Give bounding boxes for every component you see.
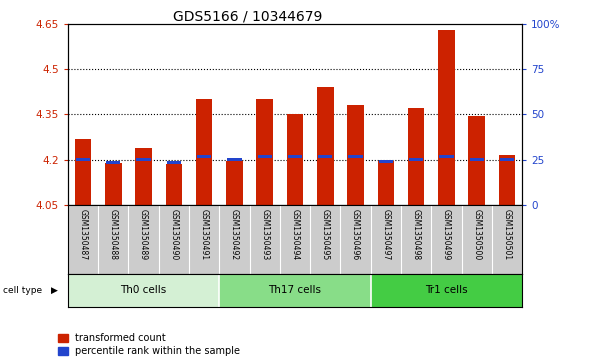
Bar	[499, 155, 515, 205]
Bar	[227, 158, 241, 161]
Bar	[408, 108, 424, 205]
Text: GSM1350496: GSM1350496	[351, 208, 360, 260]
Text: GSM1350501: GSM1350501	[503, 208, 512, 260]
Bar	[257, 99, 273, 205]
Text: GSM1350488: GSM1350488	[109, 208, 118, 260]
Bar	[219, 274, 371, 307]
Text: GSM1350500: GSM1350500	[472, 208, 481, 260]
Bar	[318, 155, 332, 158]
Text: GSM1350499: GSM1350499	[442, 208, 451, 260]
Bar	[438, 30, 455, 205]
Bar	[226, 161, 242, 205]
Bar	[106, 162, 120, 164]
Text: GSM1350487: GSM1350487	[78, 208, 87, 260]
Text: GDS5166 / 10344679: GDS5166 / 10344679	[173, 9, 323, 23]
Bar	[196, 99, 212, 205]
Legend: transformed count, percentile rank within the sample: transformed count, percentile rank withi…	[58, 333, 241, 356]
Text: GSM1350489: GSM1350489	[139, 208, 148, 260]
Bar	[105, 163, 122, 205]
Bar	[197, 155, 211, 158]
Bar	[76, 158, 90, 161]
Text: GSM1350494: GSM1350494	[290, 208, 300, 260]
Bar	[470, 158, 484, 161]
Bar	[166, 164, 182, 205]
Bar	[68, 274, 219, 307]
Bar	[440, 155, 454, 158]
Text: GSM1350493: GSM1350493	[260, 208, 269, 260]
Text: Tr1 cells: Tr1 cells	[425, 285, 468, 295]
Bar	[409, 158, 423, 161]
Text: ▶: ▶	[51, 286, 58, 295]
Text: Th17 cells: Th17 cells	[268, 285, 322, 295]
Bar	[258, 155, 272, 158]
Text: GSM1350497: GSM1350497	[381, 208, 391, 260]
Bar	[75, 139, 91, 205]
Bar	[379, 160, 393, 163]
Text: Th0 cells: Th0 cells	[120, 285, 167, 295]
Text: GSM1350490: GSM1350490	[169, 208, 178, 260]
Text: GSM1350491: GSM1350491	[199, 208, 209, 260]
Bar	[378, 161, 394, 205]
Bar	[500, 158, 514, 161]
Bar	[167, 162, 181, 164]
Text: cell type: cell type	[3, 286, 42, 295]
Bar	[468, 116, 485, 205]
Bar	[136, 158, 150, 161]
Bar	[317, 87, 333, 205]
Bar	[287, 114, 303, 205]
Text: GSM1350495: GSM1350495	[321, 208, 330, 260]
Text: GSM1350492: GSM1350492	[230, 208, 239, 260]
Bar	[348, 105, 364, 205]
Bar	[288, 155, 302, 158]
Bar	[349, 155, 363, 158]
Bar	[371, 274, 522, 307]
Bar	[135, 148, 152, 205]
Text: GSM1350498: GSM1350498	[412, 208, 421, 260]
